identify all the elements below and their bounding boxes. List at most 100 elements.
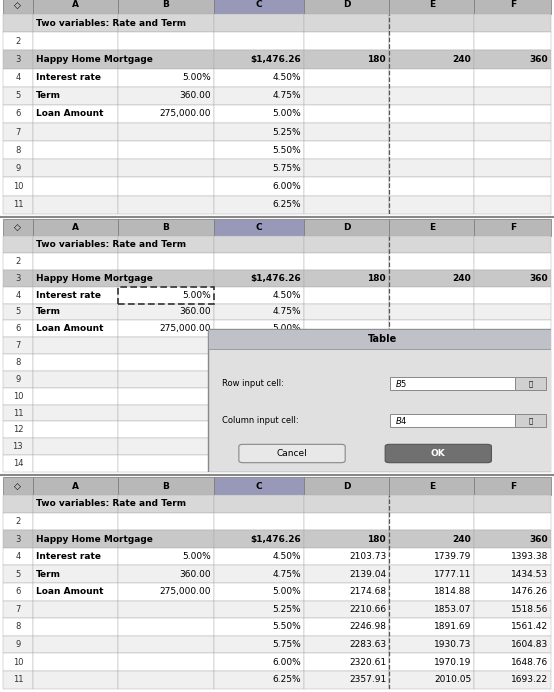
Text: 5: 5	[15, 91, 20, 100]
Text: 5.50%: 5.50%	[273, 146, 301, 155]
Bar	[474, 33, 551, 51]
Text: B: B	[162, 224, 170, 233]
Text: 1693.22: 1693.22	[511, 675, 548, 684]
Text: 6.00%: 6.00%	[273, 657, 301, 666]
Bar	[3, 388, 33, 405]
Bar	[118, 86, 214, 104]
Bar	[305, 548, 389, 565]
Bar	[389, 495, 474, 513]
Bar	[3, 601, 33, 618]
Text: 2210.66: 2210.66	[349, 605, 386, 614]
Bar	[33, 601, 118, 618]
Bar	[33, 337, 118, 354]
Text: B: B	[162, 1, 170, 10]
Text: 6: 6	[15, 325, 20, 334]
Bar	[118, 405, 214, 421]
Bar	[214, 86, 305, 104]
Bar	[214, 337, 305, 354]
Text: 4: 4	[15, 291, 20, 300]
Text: Interest rate: Interest rate	[36, 73, 101, 82]
Text: 4.50%: 4.50%	[273, 73, 301, 82]
Text: F: F	[510, 1, 516, 10]
Bar	[118, 455, 214, 472]
Bar	[118, 421, 214, 438]
Text: 11: 11	[13, 675, 23, 684]
Text: 2320.61: 2320.61	[349, 657, 386, 666]
Text: 180: 180	[367, 274, 386, 283]
Bar	[118, 320, 214, 337]
Bar	[474, 618, 551, 636]
Bar	[33, 104, 118, 123]
Bar	[305, 33, 389, 51]
Bar	[305, 0, 389, 14]
Bar	[214, 196, 305, 214]
Text: 2283.63: 2283.63	[349, 640, 386, 649]
Bar	[389, 141, 474, 159]
Bar	[214, 236, 305, 253]
Bar	[3, 636, 33, 653]
Bar	[305, 219, 389, 236]
Bar	[389, 51, 474, 69]
Text: Cancel: Cancel	[276, 449, 307, 458]
Text: Term: Term	[36, 91, 61, 100]
Bar	[474, 495, 551, 513]
FancyBboxPatch shape	[208, 329, 554, 472]
Text: 8: 8	[15, 623, 20, 632]
Text: 240: 240	[453, 55, 471, 64]
Text: 5.25%: 5.25%	[273, 127, 301, 136]
Bar	[389, 421, 474, 438]
Bar	[474, 354, 551, 371]
Bar	[3, 477, 33, 495]
Text: 360: 360	[529, 534, 548, 543]
Bar	[118, 304, 214, 320]
Bar	[118, 33, 214, 51]
Text: $1,476.26: $1,476.26	[250, 55, 301, 64]
Bar	[389, 304, 474, 320]
Bar	[474, 530, 551, 548]
Bar	[214, 421, 305, 438]
Text: 1739.79: 1739.79	[434, 552, 471, 561]
Bar	[305, 159, 389, 177]
Bar	[3, 14, 33, 33]
Text: 6.50: 6.50	[281, 426, 301, 435]
Bar	[33, 513, 118, 530]
Text: 5.50%: 5.50%	[273, 623, 301, 632]
Text: F: F	[510, 482, 516, 491]
Bar	[515, 377, 546, 390]
Text: 1393.38: 1393.38	[511, 552, 548, 561]
Text: 360: 360	[529, 55, 548, 64]
Bar	[305, 123, 389, 141]
Text: 180: 180	[367, 55, 386, 64]
Bar	[389, 196, 474, 214]
Text: 11: 11	[13, 200, 23, 209]
Bar	[3, 177, 33, 196]
Text: 1434.53: 1434.53	[511, 570, 548, 579]
Bar	[214, 477, 305, 495]
Bar	[3, 253, 33, 270]
Bar	[3, 286, 33, 304]
Text: OK: OK	[431, 449, 445, 458]
Bar	[214, 438, 305, 455]
Text: Loan Amount: Loan Amount	[36, 588, 104, 597]
Text: 1648.76: 1648.76	[511, 657, 548, 666]
Bar	[389, 618, 474, 636]
Bar	[118, 601, 214, 618]
Text: ◇: ◇	[14, 1, 21, 10]
Bar	[118, 583, 214, 601]
Bar	[33, 636, 118, 653]
Text: 4.75%: 4.75%	[273, 570, 301, 579]
Bar	[214, 495, 305, 513]
Bar	[474, 438, 551, 455]
Bar	[118, 159, 214, 177]
Bar	[3, 583, 33, 601]
Text: 3: 3	[15, 534, 20, 543]
Bar	[389, 530, 474, 548]
Text: 4: 4	[15, 552, 20, 561]
Bar	[33, 177, 118, 196]
Bar	[214, 513, 305, 530]
Bar	[33, 219, 118, 236]
Bar	[305, 196, 389, 214]
Text: 5.00%: 5.00%	[182, 73, 211, 82]
Bar	[3, 33, 33, 51]
Bar	[214, 219, 305, 236]
